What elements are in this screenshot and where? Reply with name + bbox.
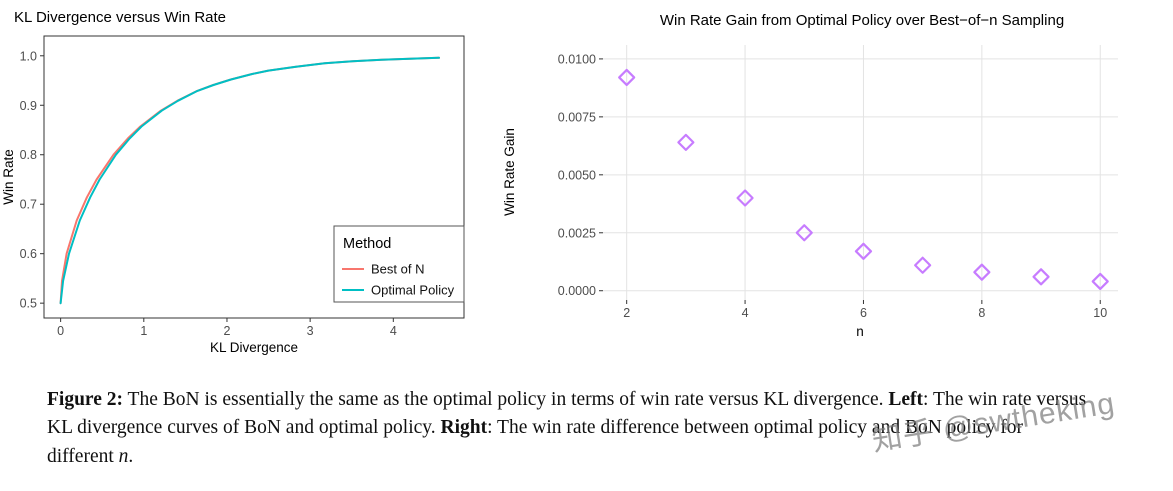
x-tick-label: 4 <box>742 306 749 320</box>
panel-border <box>43 35 465 319</box>
caption-text-3: : The win rate difference between optima… <box>47 417 1024 467</box>
x-tick-label: 8 <box>978 306 985 320</box>
figure-caption: Figure 2: The BoN is essentially the sam… <box>47 386 1092 471</box>
left-chart-win-rate-vs-kl: 0 1 2 3 4 0.5 0.6 0.7 0.8 0.9 1.0 KL Divergence ver… <box>1 9 465 355</box>
y-tick-label: 0.0075 <box>558 110 596 124</box>
data-point-diamond <box>795 224 813 242</box>
data-point-diamond <box>1091 272 1109 291</box>
caption-text-1: The BoN is essentially the same as the o… <box>123 389 889 410</box>
y-tick-label: 0.0050 <box>558 168 596 182</box>
x-tick-label: 6 <box>860 306 867 320</box>
y-axis-label: Win Rate Gain <box>502 128 517 216</box>
x-axis-label: KL Divergence <box>210 340 298 355</box>
caption-right-label: Right <box>440 417 488 439</box>
caption-math-n: n <box>118 445 129 467</box>
data-point-diamond <box>677 133 695 151</box>
x-axis-label: n <box>856 324 864 339</box>
series-line-1 <box>59 56 440 305</box>
y-tick-label: 0.6 <box>20 247 37 261</box>
legend-item-label: Best of N <box>371 262 424 277</box>
chart-title: KL Divergence versus Win Rate <box>14 9 226 26</box>
y-tick-label: 0.0100 <box>558 52 596 66</box>
y-tick-label: 0.0025 <box>558 226 596 240</box>
data-point-diamond <box>1032 268 1050 286</box>
x-tick-label: 4 <box>390 324 397 338</box>
y-axis-label: Win Rate <box>1 149 16 205</box>
data-point-diamond <box>854 242 873 260</box>
right-chart-win-rate-gain: 2 4 6 8 10 0.0000 0.0025 0.0050 0.0075 0.0100 Win … <box>502 12 1118 339</box>
data-point-diamond <box>914 256 932 274</box>
y-tick-label: 0.9 <box>20 99 37 113</box>
data-point-diamond <box>736 189 754 207</box>
chart-title: Win Rate Gain from Optimal Policy over B… <box>660 12 1064 29</box>
x-tick-label: 0 <box>57 324 64 338</box>
data-point-diamond <box>973 263 991 281</box>
y-tick-label: 0.7 <box>20 198 37 212</box>
caption-figure-label: Figure 2: <box>47 389 124 410</box>
legend-item-label: Optimal Policy <box>371 283 455 298</box>
data-point-diamond <box>618 68 636 87</box>
caption-text-4: . <box>128 445 134 467</box>
x-tick-label: 2 <box>223 324 230 338</box>
y-tick-label: 0.0000 <box>558 284 596 298</box>
caption-left-label: Left <box>888 389 924 410</box>
x-tick-label: 10 <box>1093 306 1107 320</box>
x-tick-label: 1 <box>140 324 147 338</box>
y-tick-label: 1.0 <box>20 49 37 63</box>
caption-text-2: : The win rate versus KL divergence curv… <box>47 389 1087 439</box>
x-tick-label: 2 <box>623 306 630 320</box>
y-tick-label: 0.8 <box>20 148 37 162</box>
legend-title: Method <box>343 236 391 252</box>
x-tick-label: 3 <box>307 324 314 338</box>
y-tick-label: 0.5 <box>20 297 37 311</box>
